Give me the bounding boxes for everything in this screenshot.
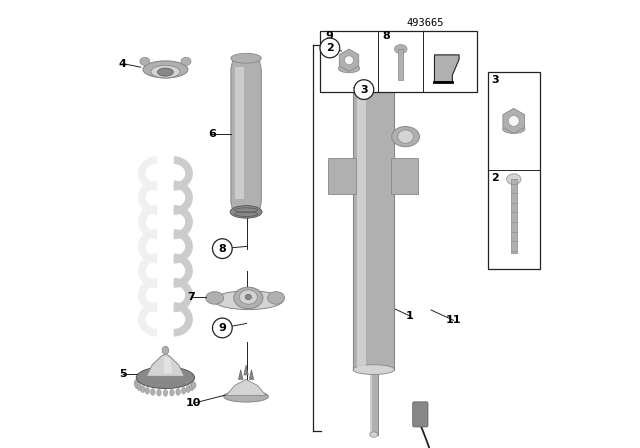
FancyBboxPatch shape <box>371 371 372 433</box>
Text: 3: 3 <box>360 85 368 95</box>
Ellipse shape <box>136 367 195 388</box>
Ellipse shape <box>191 382 196 388</box>
Ellipse shape <box>502 125 525 134</box>
Ellipse shape <box>176 388 180 395</box>
Ellipse shape <box>181 388 186 394</box>
Ellipse shape <box>397 130 413 143</box>
Circle shape <box>212 318 232 338</box>
Ellipse shape <box>186 386 191 392</box>
Ellipse shape <box>181 57 191 65</box>
Ellipse shape <box>268 292 285 304</box>
Text: 5: 5 <box>119 369 127 379</box>
FancyBboxPatch shape <box>391 158 418 194</box>
Ellipse shape <box>353 365 394 375</box>
Text: 493665: 493665 <box>406 18 444 28</box>
Text: 2: 2 <box>326 43 333 53</box>
FancyBboxPatch shape <box>398 49 403 79</box>
Ellipse shape <box>394 44 407 54</box>
FancyBboxPatch shape <box>413 402 428 427</box>
Circle shape <box>344 56 353 65</box>
Ellipse shape <box>140 386 145 392</box>
Ellipse shape <box>224 391 269 402</box>
Ellipse shape <box>150 388 155 395</box>
Circle shape <box>212 239 232 258</box>
Ellipse shape <box>367 49 380 59</box>
Ellipse shape <box>157 68 173 76</box>
Ellipse shape <box>163 389 168 396</box>
FancyBboxPatch shape <box>353 85 394 370</box>
Text: 10: 10 <box>186 398 202 408</box>
Polygon shape <box>231 58 261 213</box>
Polygon shape <box>164 357 172 373</box>
Ellipse shape <box>352 49 361 58</box>
FancyBboxPatch shape <box>320 31 477 92</box>
Ellipse shape <box>145 388 150 394</box>
Ellipse shape <box>189 384 194 391</box>
Text: 2: 2 <box>492 173 499 183</box>
Text: 8: 8 <box>383 31 390 41</box>
Ellipse shape <box>507 174 521 185</box>
Ellipse shape <box>170 389 174 396</box>
Ellipse shape <box>339 64 360 73</box>
Ellipse shape <box>135 382 140 388</box>
Text: 11: 11 <box>445 315 461 325</box>
FancyBboxPatch shape <box>488 72 540 269</box>
Text: 8: 8 <box>218 244 226 254</box>
Ellipse shape <box>360 44 388 63</box>
Text: 3: 3 <box>492 75 499 85</box>
Ellipse shape <box>230 206 262 218</box>
Ellipse shape <box>143 61 188 78</box>
Ellipse shape <box>239 290 257 304</box>
Ellipse shape <box>134 380 138 386</box>
FancyBboxPatch shape <box>328 158 356 194</box>
Ellipse shape <box>140 57 150 65</box>
Ellipse shape <box>245 294 252 300</box>
FancyBboxPatch shape <box>511 179 517 253</box>
Polygon shape <box>147 354 184 376</box>
Ellipse shape <box>162 346 169 354</box>
Ellipse shape <box>231 53 261 63</box>
Polygon shape <box>249 370 253 379</box>
Circle shape <box>354 80 374 99</box>
Text: 7: 7 <box>188 292 195 302</box>
FancyBboxPatch shape <box>369 67 378 87</box>
Ellipse shape <box>157 389 161 396</box>
Text: 9: 9 <box>218 323 227 333</box>
Ellipse shape <box>214 291 283 310</box>
Text: 1: 1 <box>406 311 413 321</box>
Ellipse shape <box>234 287 263 309</box>
Polygon shape <box>435 55 459 82</box>
Polygon shape <box>239 370 243 379</box>
Circle shape <box>320 38 340 58</box>
Ellipse shape <box>205 292 224 304</box>
Ellipse shape <box>392 127 419 147</box>
Text: 9: 9 <box>325 31 333 41</box>
FancyBboxPatch shape <box>236 67 244 199</box>
Ellipse shape <box>137 384 141 391</box>
Ellipse shape <box>370 432 378 437</box>
Polygon shape <box>226 379 266 396</box>
Circle shape <box>508 116 519 126</box>
FancyBboxPatch shape <box>356 87 366 367</box>
FancyBboxPatch shape <box>370 370 378 435</box>
Ellipse shape <box>151 65 180 78</box>
Polygon shape <box>244 365 248 375</box>
Ellipse shape <box>353 80 394 90</box>
Text: 6: 6 <box>209 129 216 139</box>
Text: 4: 4 <box>119 59 127 69</box>
